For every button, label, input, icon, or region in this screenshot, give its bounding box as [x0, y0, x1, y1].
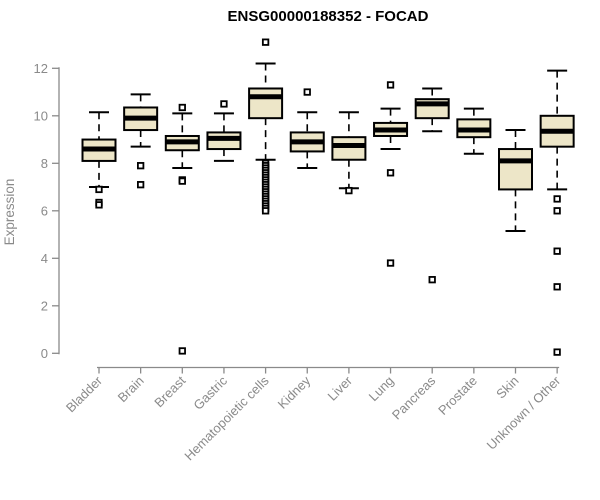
outlier-point [95, 201, 103, 209]
outlier-point [386, 81, 395, 89]
boxplot-pancreas [414, 87, 450, 284]
outlier-point [95, 185, 103, 194]
outlier-point [220, 100, 228, 108]
boxplot-skin [498, 129, 533, 232]
x-category-label-breast: Breast [151, 373, 188, 410]
x-category-label-unknown-other: Unknown / Other [484, 373, 564, 453]
outlier-point [303, 88, 311, 96]
x-category-label-prostate: Prostate [435, 373, 480, 418]
outlier-point [553, 195, 561, 203]
y-tick-label: 12 [34, 61, 48, 76]
iqr-box [331, 136, 367, 161]
x-category-label-kidney: Kidney [275, 373, 314, 412]
outlier-point [136, 162, 145, 170]
y-tick-label: 0 [41, 346, 48, 361]
boxplot-breast [164, 103, 200, 355]
boxplot-prostate [456, 107, 492, 155]
x-category-label-gastric: Gastric [190, 373, 230, 413]
x-category-label-pancreas: Pancreas [389, 373, 439, 423]
y-axis-label: Expression [2, 179, 17, 246]
boxplot-hematopoietic-cells [248, 38, 284, 215]
outlier-point [553, 348, 561, 356]
y-tick-label: 4 [41, 251, 48, 266]
x-category-label-brain: Brain [115, 373, 147, 405]
boxplot-liver [331, 111, 367, 195]
outlier-point [178, 347, 186, 355]
x-category-label-liver: Liver [324, 373, 355, 404]
x-category-label-skin: Skin [493, 373, 521, 401]
boxplot-unknown-other [539, 69, 575, 356]
boxplot-kidney [289, 88, 325, 170]
outlier-point [553, 207, 561, 215]
chart-title: ENSG00000188352 - FOCAD [228, 8, 429, 25]
iqr-box [248, 87, 284, 120]
outlier-point [261, 38, 270, 46]
y-tick-label: 6 [41, 203, 48, 218]
boxplot-brain [123, 93, 159, 189]
boxplot-gastric [206, 100, 242, 162]
outlier-point [428, 276, 436, 284]
outlier-point [345, 186, 353, 195]
y-tick-label: 10 [34, 108, 48, 123]
outlier-point [136, 181, 145, 189]
y-tick-label: 8 [41, 156, 48, 171]
x-category-label-lung: Lung [366, 373, 397, 404]
outlier-point [386, 259, 395, 267]
outlier-point [178, 103, 186, 112]
outlier-point [553, 283, 561, 291]
outlier-point [386, 169, 395, 177]
x-category-label-bladder: Bladder [63, 373, 106, 416]
outlier-point [553, 247, 561, 255]
boxplot-lung [373, 81, 409, 267]
iqr-box [498, 148, 533, 191]
y-tick-label: 2 [41, 298, 48, 313]
outlier-point [261, 207, 270, 215]
outlier-point [178, 177, 186, 185]
boxplot-bladder [81, 111, 117, 209]
